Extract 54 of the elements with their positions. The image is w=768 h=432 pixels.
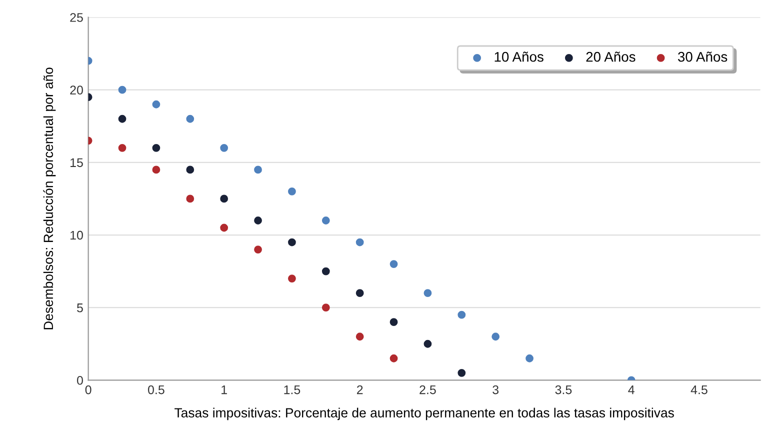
point xyxy=(424,289,432,298)
y-tick-label: 5 xyxy=(77,304,83,312)
point xyxy=(288,188,296,196)
point xyxy=(492,332,500,341)
y-tick-label: 0 xyxy=(76,376,83,385)
point xyxy=(220,144,228,152)
point xyxy=(390,318,398,326)
point xyxy=(288,274,296,283)
point xyxy=(288,238,296,246)
point xyxy=(424,340,432,348)
legend-label: 30 Años xyxy=(678,52,728,62)
point xyxy=(254,166,262,174)
x-tick-label: 0 xyxy=(85,385,92,394)
point xyxy=(118,114,126,123)
point xyxy=(118,86,126,94)
point xyxy=(220,224,228,232)
point xyxy=(186,194,194,203)
point xyxy=(254,216,262,224)
x-axis-title: Tasas impositivas: Porcentaje de aumento permanente en todas las tasas impositivas xyxy=(174,408,674,420)
y-axis-title: Desembolsos: Reducción porcentual por año xyxy=(43,68,56,330)
x-tick-label: 2.5 xyxy=(420,385,436,394)
legend-label: 20 Años xyxy=(586,52,636,62)
x-tick-label: 1 xyxy=(222,385,227,394)
point xyxy=(186,166,194,174)
point xyxy=(254,246,262,254)
point xyxy=(356,238,364,246)
x-tick-label: 1.5 xyxy=(284,385,300,394)
y-tick-label: 25 xyxy=(70,13,83,22)
point xyxy=(220,194,228,203)
y-tick-label: 10 xyxy=(70,230,83,240)
y-tick-label: 20 xyxy=(70,86,83,95)
point xyxy=(390,260,398,268)
x-tick-label: 3.5 xyxy=(555,385,572,394)
point xyxy=(526,354,534,362)
point xyxy=(186,114,194,123)
x-tick-label: 4 xyxy=(628,385,634,394)
point xyxy=(356,332,364,341)
point xyxy=(322,216,330,224)
x-tick-label: 3 xyxy=(492,385,499,394)
point xyxy=(152,166,160,174)
point xyxy=(322,267,330,276)
point xyxy=(118,144,126,152)
point xyxy=(356,289,364,298)
point xyxy=(152,100,160,108)
point xyxy=(458,368,466,377)
point xyxy=(152,144,160,152)
point xyxy=(390,354,398,362)
y-tick-label: 15 xyxy=(70,158,83,168)
x-tick-label: 2 xyxy=(356,385,363,394)
legend-label: 10 Años xyxy=(494,52,544,62)
x-tick-label: 4.5 xyxy=(690,385,708,394)
point xyxy=(322,304,330,312)
point xyxy=(458,310,466,319)
x-tick-label: 0.5 xyxy=(148,385,164,394)
